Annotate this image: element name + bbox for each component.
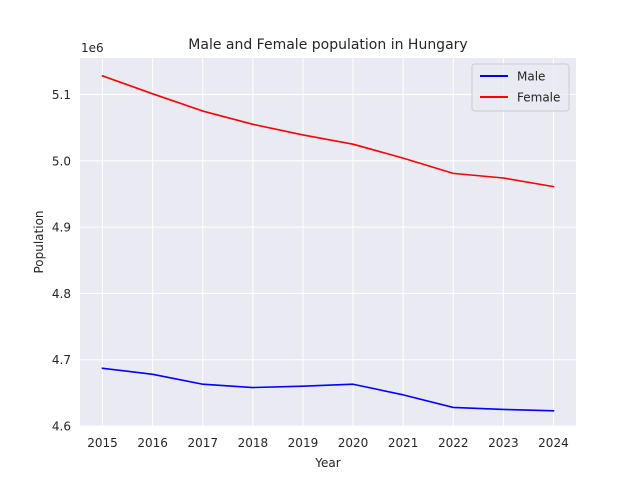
- data-point-female: [452, 172, 454, 174]
- data-point-male: [502, 408, 504, 410]
- data-point-female: [552, 186, 554, 188]
- data-point-male: [452, 406, 454, 408]
- legend-label-female: Female: [517, 91, 560, 105]
- x-tick-label: 2017: [187, 436, 218, 450]
- x-axis-ticks: 2015 2016 2017 2018 2019 2020 2021 2022 2023 2024: [87, 436, 568, 450]
- data-point-male: [402, 394, 404, 396]
- y-tick-label: 4.7: [52, 353, 71, 367]
- series-line-female: [101, 74, 555, 188]
- data-point-female: [352, 143, 354, 145]
- grid-lines: [80, 58, 576, 427]
- y-axis-ticks: 4.6 4.7 4.8 4.9 5.0 5.1: [52, 88, 71, 434]
- y-tick-label: 4.8: [52, 287, 71, 301]
- x-axis-label: Year: [314, 456, 340, 470]
- legend-label-male: Male: [517, 70, 545, 84]
- x-tick-label: 2020: [338, 436, 369, 450]
- chart-title: Male and Female population in Hungary: [188, 37, 467, 53]
- x-tick-label: 2022: [438, 436, 469, 450]
- y-tick-label: 4.9: [52, 221, 71, 235]
- data-point-female: [502, 177, 504, 179]
- data-point-male: [202, 383, 204, 385]
- data-point-male: [552, 410, 554, 412]
- x-tick-label: 2016: [137, 436, 168, 450]
- y-tick-label: 4.6: [52, 420, 71, 434]
- x-tick-label: 2023: [488, 436, 519, 450]
- x-tick-label: 2024: [538, 436, 569, 450]
- y-tick-label: 5.0: [52, 154, 71, 168]
- data-point-male: [252, 387, 254, 389]
- data-point-male: [302, 385, 304, 387]
- plot-area: [80, 58, 576, 426]
- x-tick-label: 2015: [87, 436, 118, 450]
- legend: Male Female: [471, 63, 570, 112]
- x-tick-label: 2021: [388, 436, 419, 450]
- data-point-female: [202, 110, 204, 112]
- data-point-female: [252, 123, 254, 125]
- x-tick-label: 2018: [238, 436, 269, 450]
- data-point-female: [102, 75, 104, 77]
- data-point-male: [152, 373, 154, 375]
- data-point-female: [152, 93, 154, 95]
- data-point-male: [102, 367, 104, 369]
- x-tick-label: 2019: [288, 436, 319, 450]
- data-point-male: [352, 383, 354, 385]
- y-axis-label: Population: [32, 210, 46, 273]
- series-lines: [101, 74, 555, 412]
- series-line-male: [101, 367, 555, 412]
- data-point-female: [402, 157, 404, 159]
- y-tick-label: 5.1: [52, 88, 71, 102]
- y-axis-offset-text: 1e6: [81, 41, 104, 55]
- data-point-female: [302, 134, 304, 136]
